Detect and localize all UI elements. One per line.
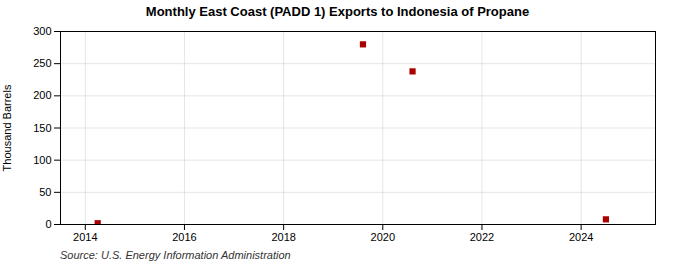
svg-text:150: 150 (33, 122, 51, 134)
html-text:Source: U.S. Energy Informatio: Source: U.S. Energy Information Administ… (60, 249, 291, 261)
svg-text:2022: 2022 (470, 231, 494, 243)
html-text:Monthly East Coast (PADD 1) Ex: Monthly East Coast (PADD 1) Exports to I… (145, 4, 530, 19)
svg-text:2024: 2024 (569, 231, 593, 243)
svg-text:50: 50 (39, 186, 51, 198)
svg-text:2016: 2016 (172, 231, 196, 243)
svg-text:Thousand Barrels: Thousand Barrels (1, 84, 13, 171)
svg-text:2020: 2020 (371, 231, 395, 243)
svg-text:2014: 2014 (73, 231, 97, 243)
svg-text:250: 250 (33, 57, 51, 69)
svg-text:2018: 2018 (271, 231, 295, 243)
svg-text:0: 0 (45, 218, 51, 230)
svg-text:300: 300 (33, 25, 51, 37)
svg-text:100: 100 (33, 154, 51, 166)
svg-text:200: 200 (33, 89, 51, 101)
